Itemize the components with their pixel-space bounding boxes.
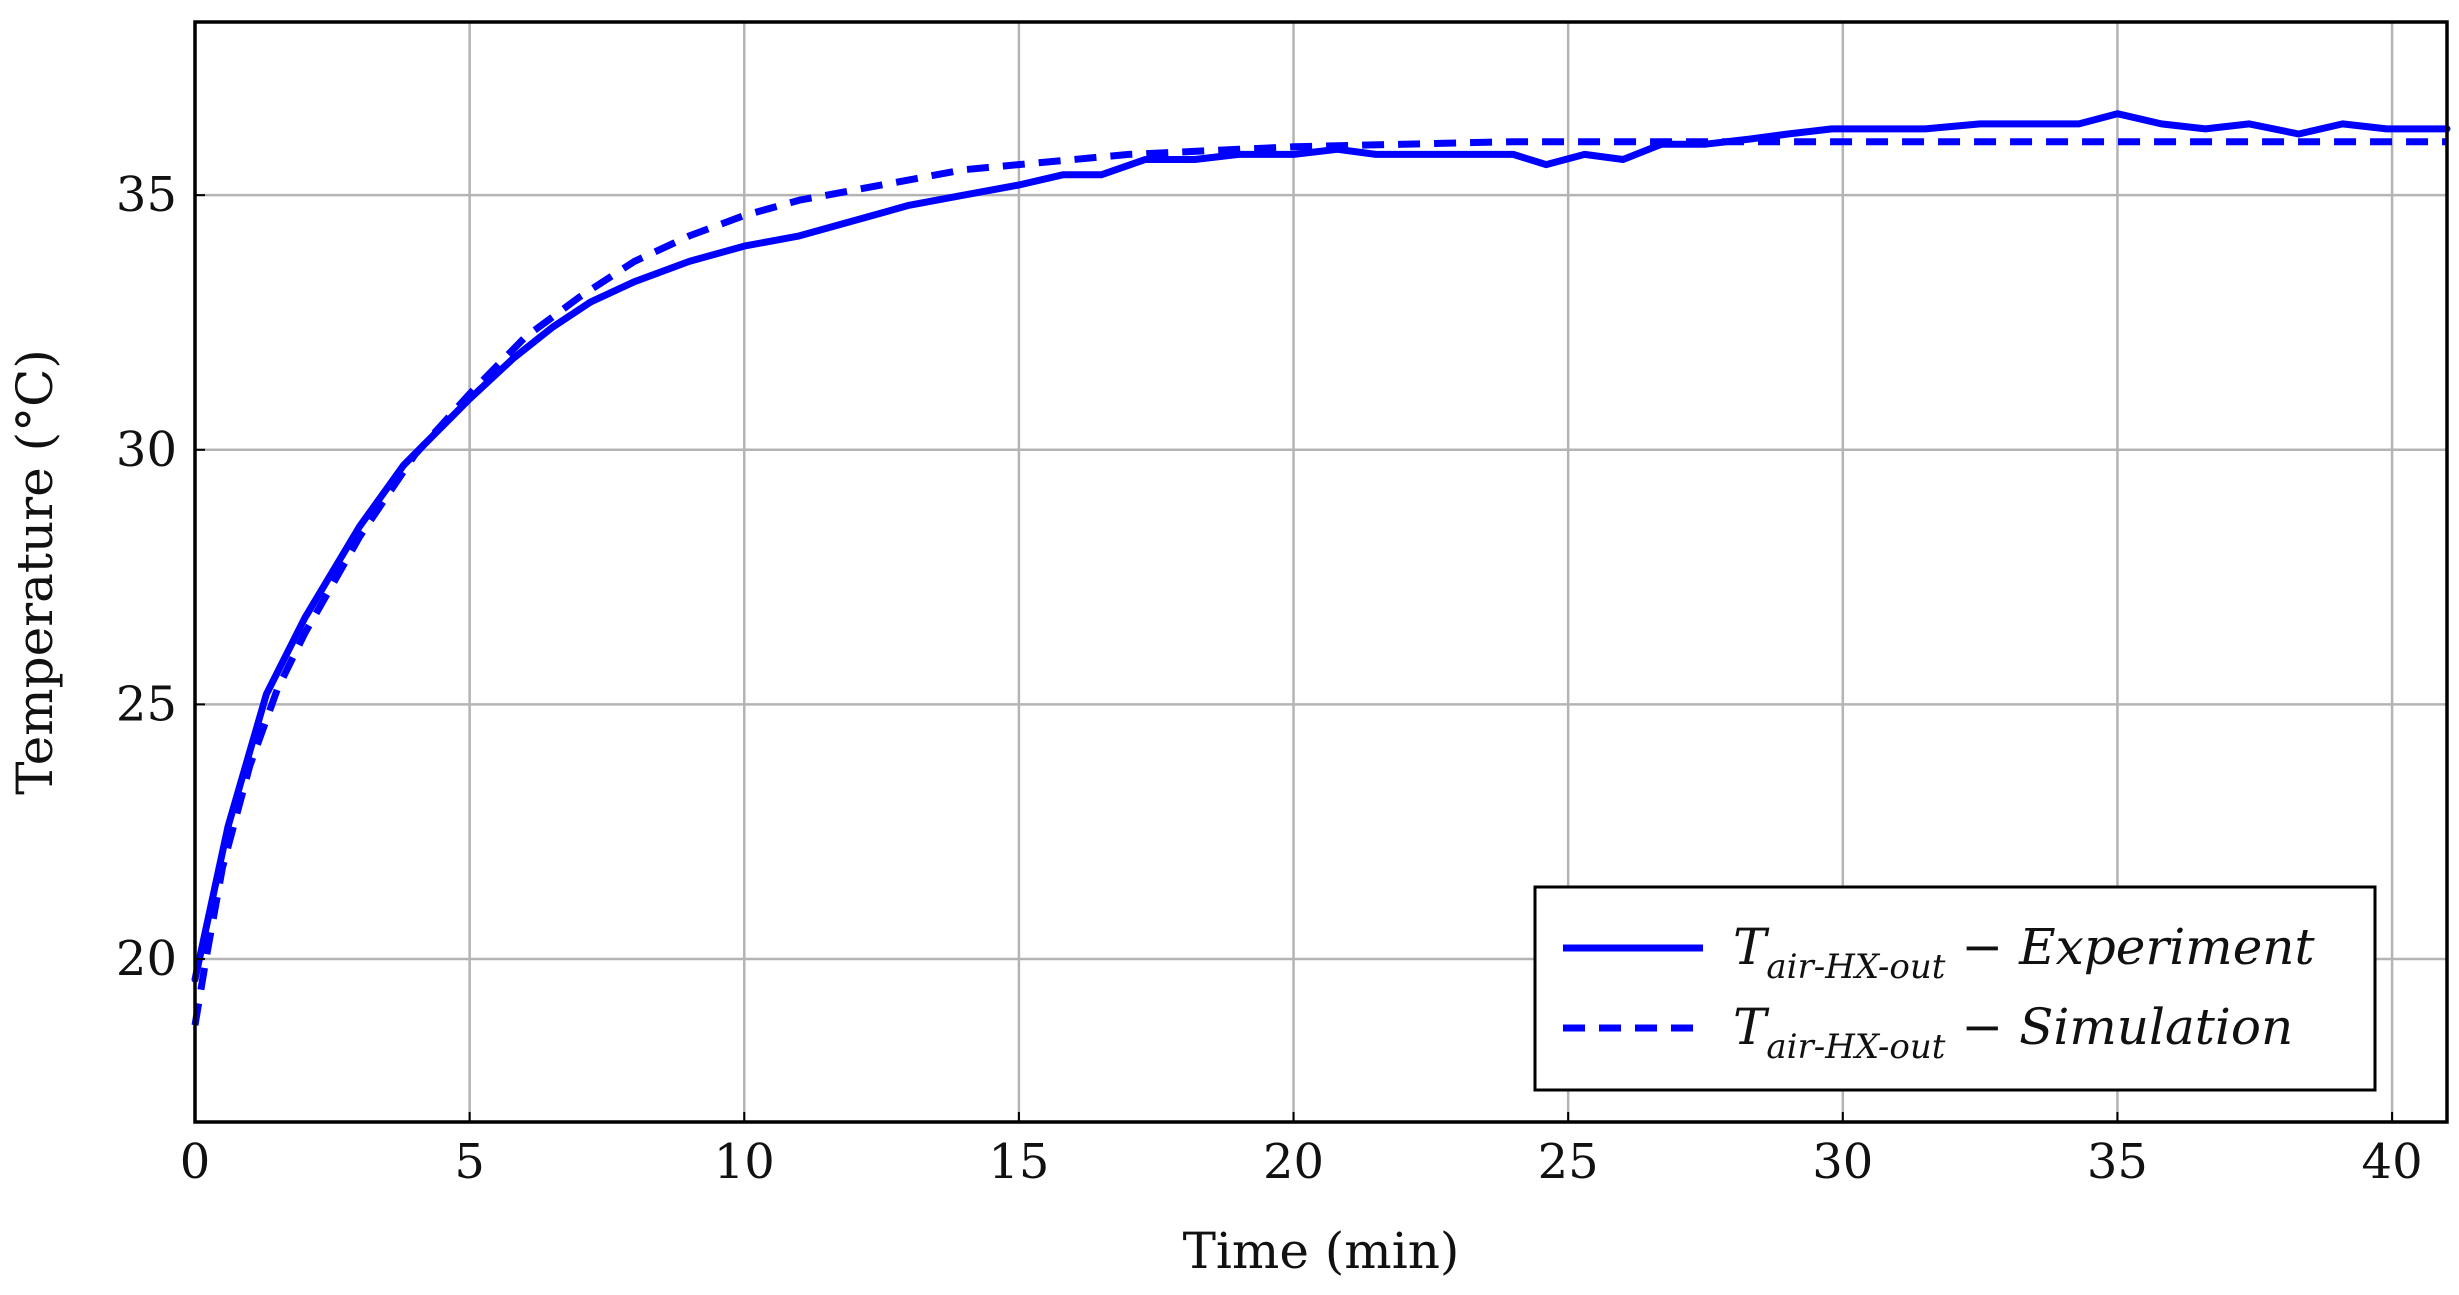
- legend-box: [1533, 885, 2377, 1092]
- series-line-experiment: [191, 110, 2451, 983]
- x-tick-label: 20: [1263, 1134, 1324, 1190]
- y-tick-label: 25: [116, 676, 177, 732]
- x-tick-label: 25: [1538, 1134, 1599, 1190]
- x-tick-label: 10: [714, 1134, 775, 1190]
- x-tick-label: 40: [2362, 1134, 2423, 1190]
- legend-label: Tair-HX-out − Experiment: [1733, 918, 2315, 987]
- x-axis-label: Time (min): [1183, 1222, 1460, 1280]
- series-line-simulation: [191, 138, 2447, 1026]
- x-tick-label: 30: [1812, 1134, 1873, 1190]
- x-tick-label: 35: [2087, 1134, 2148, 1190]
- y-tick-label: 30: [116, 422, 177, 478]
- legend: Tair-HX-out − Experiment Tair-HX-out − Si…: [1533, 885, 2377, 1092]
- axis-ticks: 0 5 10 15 20 25 30 35 40 20 25 30 35: [116, 167, 2423, 1190]
- x-tick-label: 5: [454, 1134, 485, 1190]
- x-tick-label: 0: [180, 1134, 211, 1190]
- plot-area-frame: [193, 20, 2449, 1124]
- legend-label: Tair-HX-out − Simulation: [1733, 998, 2293, 1067]
- y-tick-label: 35: [116, 167, 177, 223]
- x-tick-label: 15: [988, 1134, 1049, 1190]
- y-axis-label: Temperature (°C): [6, 349, 64, 795]
- y-tick-label: 20: [116, 931, 177, 987]
- series-lines: [191, 110, 2451, 1026]
